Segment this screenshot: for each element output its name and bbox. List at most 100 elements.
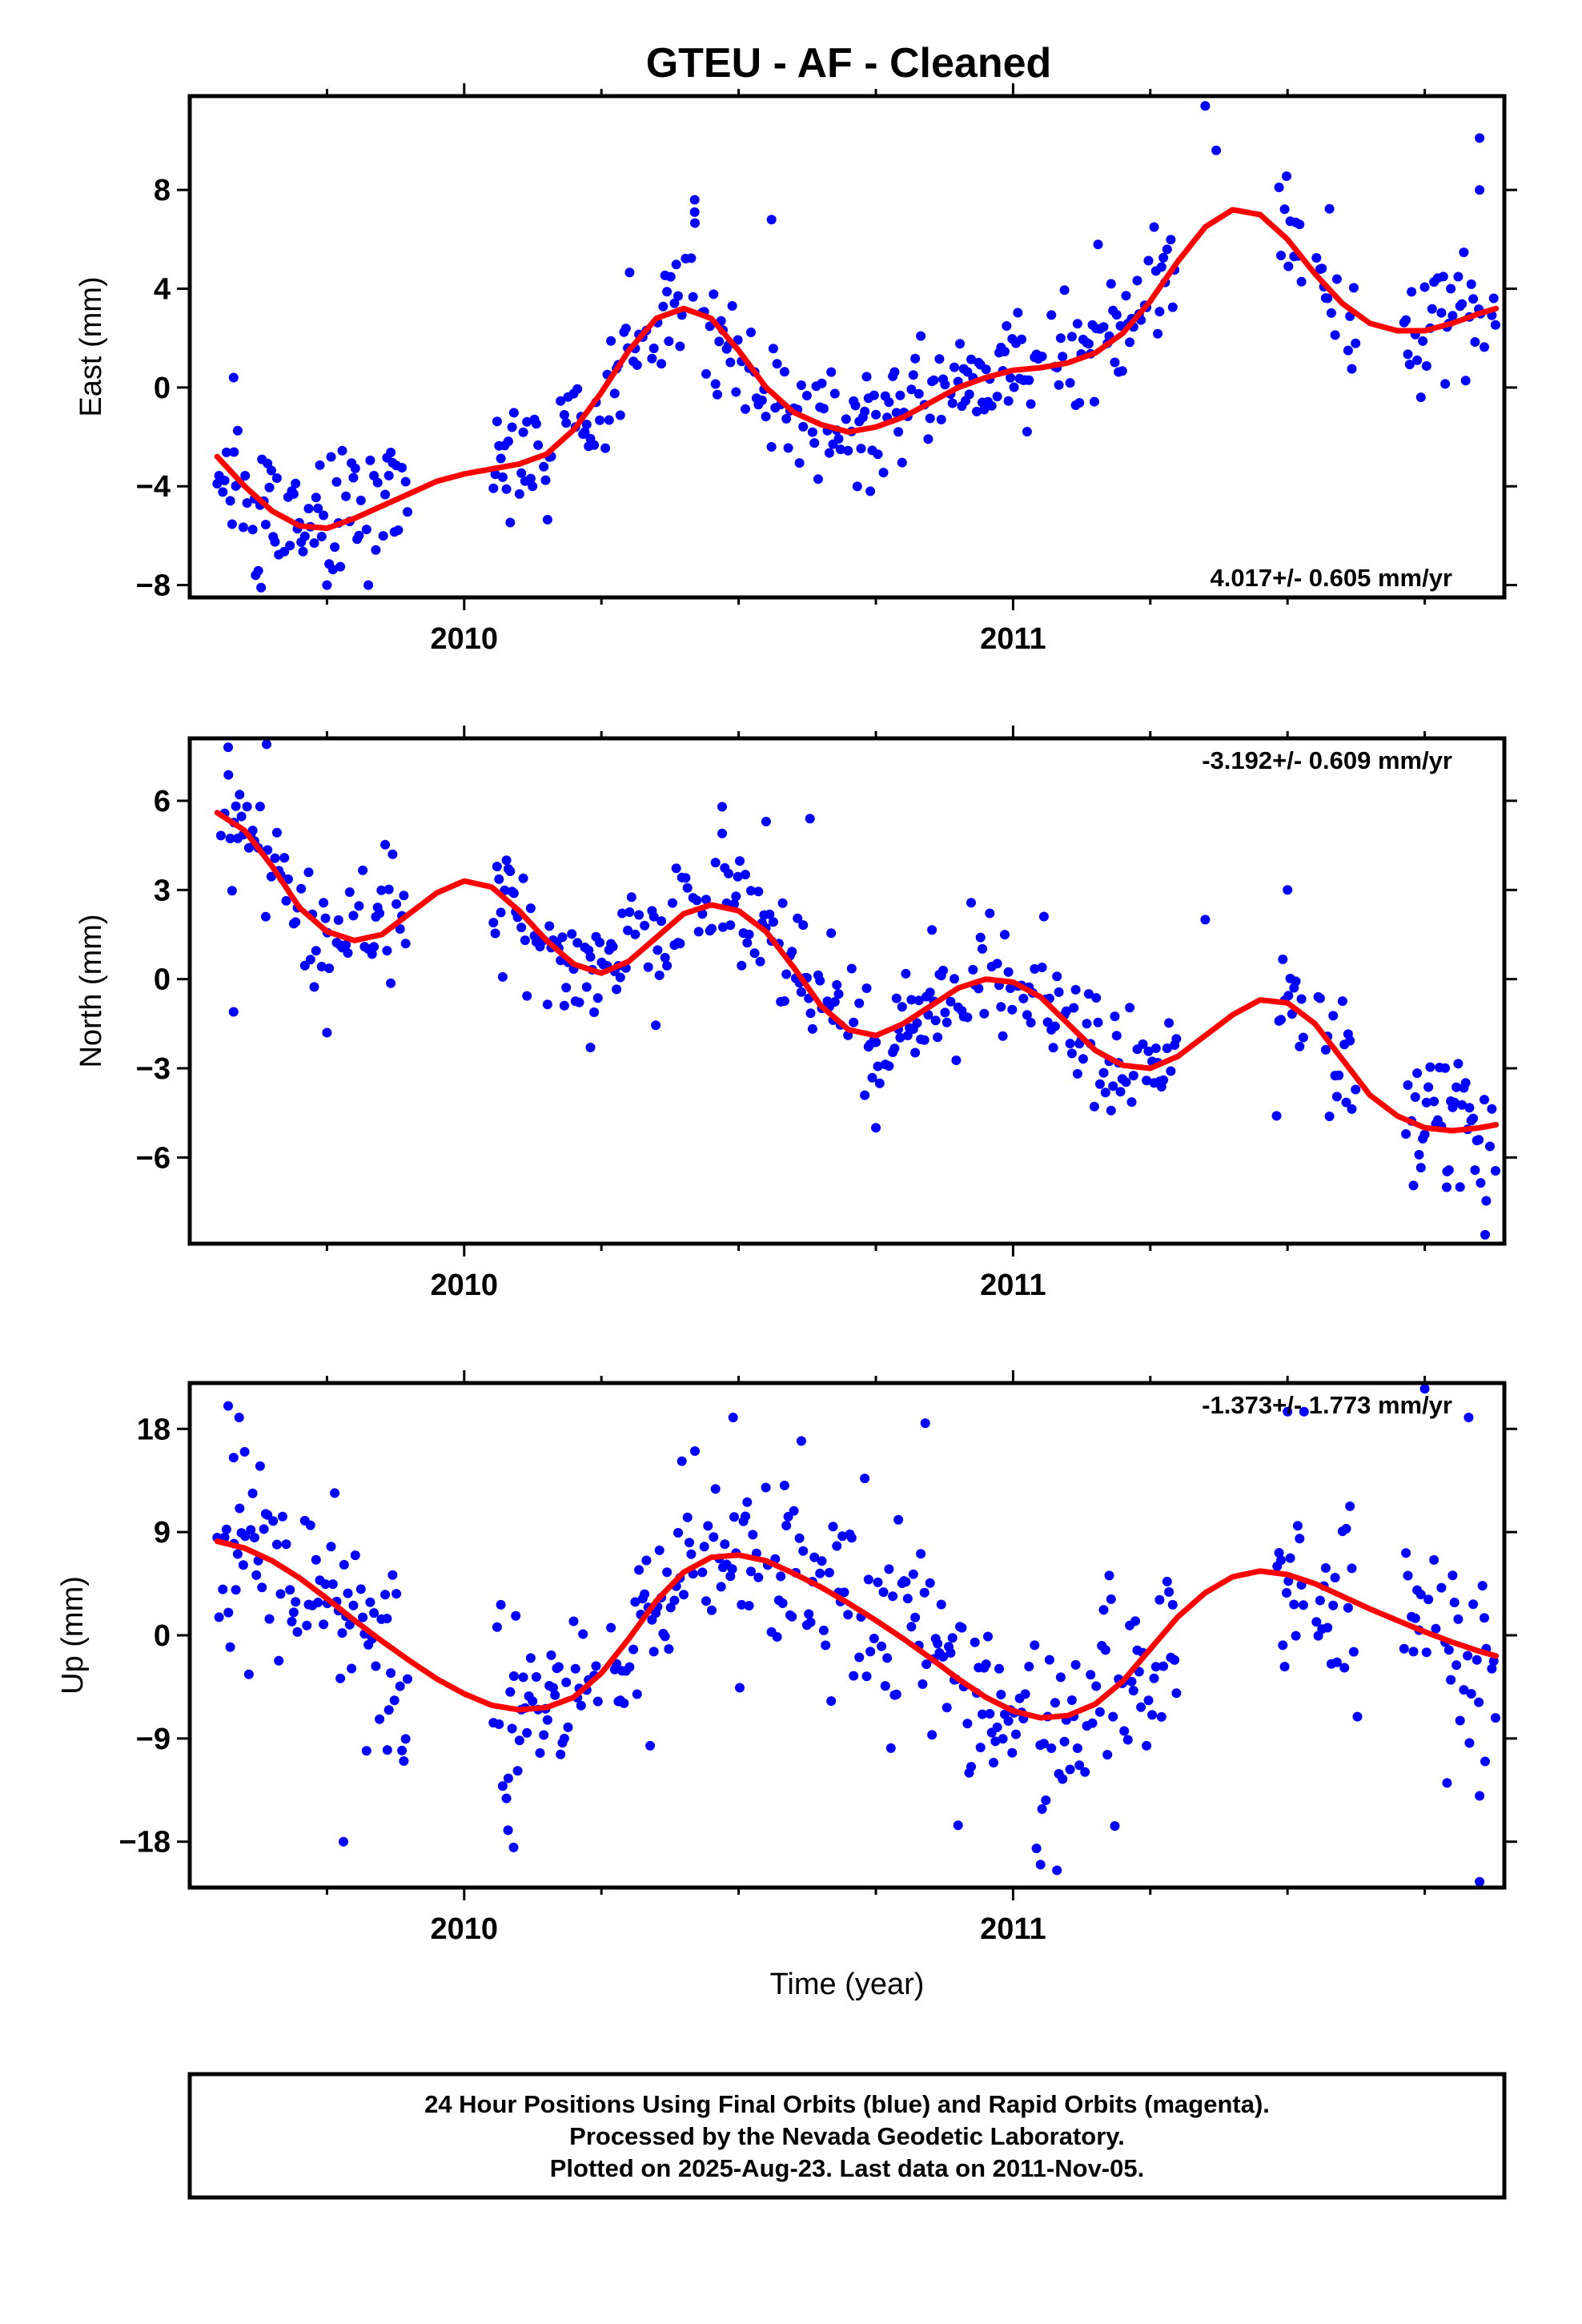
up-point <box>1455 1715 1465 1726</box>
north-point <box>236 811 247 822</box>
east-point <box>910 353 921 364</box>
east-point <box>906 384 917 395</box>
east-outlier-point <box>256 582 267 593</box>
up-point <box>962 1719 973 1729</box>
east-point <box>713 389 722 400</box>
up-point <box>1100 1645 1110 1655</box>
east-point <box>873 449 883 460</box>
north-point <box>1006 983 1015 993</box>
east-point <box>794 458 805 468</box>
up-point <box>648 1647 659 1657</box>
east-point <box>285 541 295 551</box>
north-point <box>386 978 396 988</box>
up-point <box>1408 1647 1419 1657</box>
north-outlier-point <box>262 739 271 750</box>
up-point <box>292 1626 303 1637</box>
north-point <box>651 1020 661 1031</box>
north-ytick-label: 0 <box>154 963 171 997</box>
up-point <box>1345 1501 1355 1511</box>
east-point <box>835 444 845 455</box>
up-point <box>992 1722 1002 1732</box>
up-point <box>832 1541 842 1551</box>
north-point <box>889 1043 900 1054</box>
north-point <box>1166 1066 1176 1076</box>
up-point <box>824 1567 834 1578</box>
north-point <box>733 871 743 882</box>
east-point <box>298 546 308 557</box>
north-point <box>832 979 842 990</box>
up-point <box>985 1709 995 1719</box>
up-point <box>1323 1622 1333 1633</box>
up-point <box>815 1568 825 1578</box>
up-point <box>386 1668 396 1679</box>
north-point <box>1128 1071 1138 1081</box>
east-ytick-label: −4 <box>136 470 171 504</box>
up-point <box>779 1480 789 1490</box>
east-point <box>865 486 876 497</box>
up-point <box>1158 1661 1169 1671</box>
east-point <box>1276 251 1286 260</box>
up-point <box>291 1597 301 1607</box>
north-point <box>1476 1178 1486 1188</box>
up-point <box>673 1528 683 1538</box>
north-point <box>942 1017 952 1027</box>
north-point <box>1069 1003 1079 1013</box>
up-point <box>891 1689 901 1699</box>
north-point <box>305 955 315 965</box>
up-point <box>1091 1681 1102 1691</box>
east-point <box>238 522 248 533</box>
up-point <box>391 1589 402 1599</box>
east-point <box>1401 315 1411 325</box>
up-point <box>568 1616 579 1626</box>
north-point <box>1351 1084 1361 1095</box>
up-point <box>259 1524 269 1534</box>
east-point <box>861 372 872 382</box>
east-point <box>1351 338 1361 348</box>
up-point <box>400 1734 411 1744</box>
north-point <box>271 827 282 838</box>
up-point <box>1050 1698 1060 1708</box>
north-point <box>1048 1043 1058 1053</box>
east-point <box>1143 255 1154 266</box>
east-point <box>913 388 924 399</box>
up-point <box>344 1619 355 1630</box>
east-point <box>871 409 881 420</box>
north-point <box>906 995 917 1005</box>
up-point <box>916 1549 926 1559</box>
north-outlier-point <box>761 816 771 826</box>
up-point <box>725 1571 736 1582</box>
up-point <box>274 1655 284 1666</box>
east-point <box>581 420 592 430</box>
up-point <box>343 1588 353 1598</box>
east-point <box>331 476 342 487</box>
up-point <box>218 1584 228 1594</box>
up-point <box>1031 1844 1042 1854</box>
up-point <box>403 1674 412 1684</box>
north-point <box>781 969 792 979</box>
up-point <box>917 1679 928 1689</box>
north-point <box>1278 954 1288 964</box>
east-point <box>264 482 275 493</box>
north-point <box>1470 1165 1480 1176</box>
east-point <box>514 489 524 499</box>
north-point <box>266 871 276 882</box>
east-point <box>673 291 683 301</box>
east-point <box>371 545 381 555</box>
east-point <box>299 531 310 541</box>
north-point <box>1345 1035 1355 1046</box>
east-outlier-point <box>1475 185 1485 195</box>
east-point <box>1132 275 1142 286</box>
up-outlier-point <box>1419 1384 1430 1394</box>
north-point <box>652 945 663 955</box>
east-point <box>1037 352 1047 362</box>
east-point <box>817 378 827 388</box>
up-point <box>703 1521 713 1531</box>
up-point <box>238 1560 248 1570</box>
north-point <box>648 911 659 922</box>
north-point <box>1421 1097 1431 1108</box>
east-point <box>620 324 631 334</box>
up-point <box>553 1662 564 1672</box>
north-point <box>1412 1068 1423 1079</box>
north-ylabel: North (mm) <box>74 914 108 1068</box>
north-point <box>542 999 552 1010</box>
